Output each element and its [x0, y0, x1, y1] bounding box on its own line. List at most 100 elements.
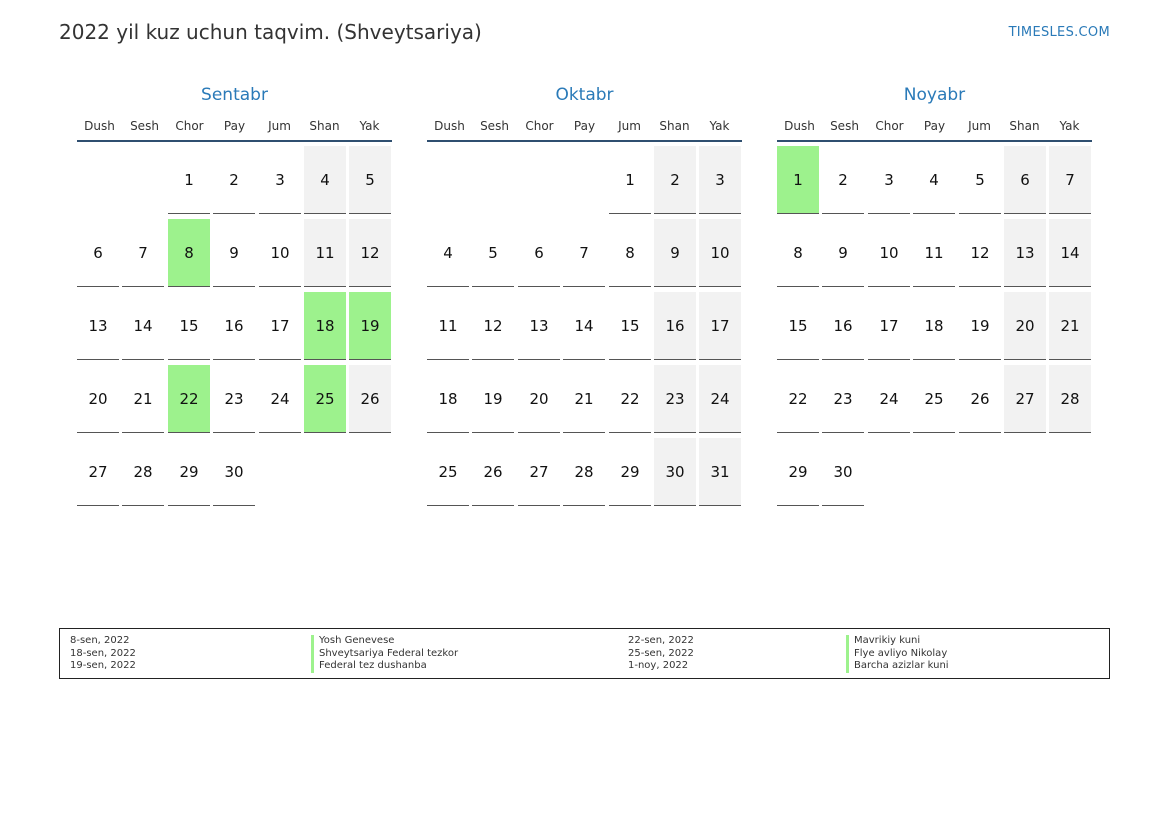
weekday-label: Yak	[359, 119, 380, 133]
legend-holiday-name: Shveytsariya Federal tezkor	[311, 647, 458, 660]
day-cell: 17	[259, 292, 301, 360]
weekday-label: Dush	[784, 119, 815, 133]
day-cell: 7	[1049, 146, 1091, 214]
weekday-label: Sesh	[830, 119, 859, 133]
weekday-label: Yak	[709, 119, 730, 133]
day-cell: 27	[518, 438, 560, 506]
day-cell-holiday: 19	[349, 292, 391, 360]
day-cell: 27	[1004, 365, 1046, 433]
weekday-label: Chor	[875, 119, 904, 133]
weekday-label: Dush	[84, 119, 115, 133]
day-cell: 24	[868, 365, 910, 433]
day-cell: 14	[563, 292, 605, 360]
day-cell-holiday: 8	[168, 219, 210, 287]
day-cell: 4	[427, 219, 469, 287]
day-cell: 3	[868, 146, 910, 214]
weekday-label: Sesh	[130, 119, 159, 133]
legend-date: 18-sen, 2022	[70, 647, 136, 659]
day-cell: 23	[213, 365, 255, 433]
day-cell: 15	[777, 292, 819, 360]
day-cell: 11	[913, 219, 955, 287]
day-cell-holiday: 1	[777, 146, 819, 214]
day-cell: 29	[777, 438, 819, 506]
day-cell: 12	[349, 219, 391, 287]
day-cell: 24	[259, 365, 301, 433]
day-cell: 10	[259, 219, 301, 287]
weekday-header: Dush Sesh Chor Pay Jum Shan Yak	[427, 112, 742, 142]
day-cell: 17	[868, 292, 910, 360]
brand-link[interactable]: TIMESLES.COM	[1008, 25, 1110, 40]
day-cell: 3	[699, 146, 741, 214]
legend-right-dates: 22-sen, 2022 25-sen, 2022 1-noy, 2022	[628, 635, 694, 673]
day-cell: 13	[518, 292, 560, 360]
day-cell: 20	[77, 365, 119, 433]
day-cell: 26	[472, 438, 514, 506]
legend-left-dates: 8-sen, 2022 18-sen, 2022 19-sen, 2022	[70, 635, 136, 673]
legend-holiday-name: Flye avliyo Nikolay	[846, 647, 949, 660]
day-cell-holiday: 18	[304, 292, 346, 360]
day-cell: 10	[868, 219, 910, 287]
weekday-label: Jum	[268, 119, 291, 133]
day-cell: 16	[822, 292, 864, 360]
day-cell: 29	[609, 438, 651, 506]
day-cell: 6	[77, 219, 119, 287]
day-cell: 28	[122, 438, 164, 506]
weekday-header: Dush Sesh Chor Pay Jum Shan Yak	[77, 112, 392, 142]
day-cell: 22	[777, 365, 819, 433]
legend-left-names: Yosh Genevese Shveytsariya Federal tezko…	[311, 635, 458, 673]
day-cell: 30	[213, 438, 255, 506]
day-cell: 16	[213, 292, 255, 360]
day-cell: 30	[822, 438, 864, 506]
day-cell: 12	[959, 219, 1001, 287]
month-title: Noyabr	[903, 85, 966, 105]
weekday-label: Pay	[223, 119, 246, 133]
legend-holiday-name: Yosh Genevese	[311, 635, 458, 648]
weekday-header: Dush Sesh Chor Pay Jum Shan Yak	[777, 112, 1092, 142]
day-cell: 26	[349, 365, 391, 433]
day-cell: 23	[822, 365, 864, 433]
day-cell: 4	[304, 146, 346, 214]
weekday-label: Shan	[1009, 119, 1040, 133]
day-cell: 6	[518, 219, 560, 287]
weekday-label: Jum	[618, 119, 641, 133]
day-cell: 25	[427, 438, 469, 506]
day-cell: 2	[213, 146, 255, 214]
day-cell: 6	[1004, 146, 1046, 214]
legend-date: 25-sen, 2022	[628, 647, 694, 659]
holiday-legend: 8-sen, 2022 18-sen, 2022 19-sen, 2022 Yo…	[59, 628, 1110, 679]
day-cell: 14	[122, 292, 164, 360]
day-cell: 9	[822, 219, 864, 287]
legend-date: 22-sen, 2022	[628, 635, 694, 646]
month-title: Sentabr	[201, 85, 268, 105]
day-cell: 15	[168, 292, 210, 360]
weekday-label: Sesh	[480, 119, 509, 133]
weekday-label: Jum	[968, 119, 991, 133]
legend-holiday-name: Barcha azizlar kuni	[846, 660, 949, 673]
day-cell: 16	[654, 292, 696, 360]
day-cell: 12	[472, 292, 514, 360]
weekday-label: Pay	[923, 119, 946, 133]
day-cell: 17	[699, 292, 741, 360]
day-cell: 30	[654, 438, 696, 506]
legend-date: 19-sen, 2022	[70, 660, 136, 671]
day-cell: 8	[609, 219, 651, 287]
day-cell: 20	[1004, 292, 1046, 360]
day-cell: 19	[472, 365, 514, 433]
legend-holiday-name: Federal tez dushanba	[311, 660, 458, 673]
day-cell: 1	[609, 146, 651, 214]
day-cell: 27	[77, 438, 119, 506]
legend-date: 8-sen, 2022	[70, 635, 130, 646]
day-cell: 19	[959, 292, 1001, 360]
day-cell: 22	[609, 365, 651, 433]
day-cell: 9	[213, 219, 255, 287]
day-cell: 7	[122, 219, 164, 287]
day-cell-holiday: 22	[168, 365, 210, 433]
day-cell: 9	[654, 219, 696, 287]
day-cell: 5	[349, 146, 391, 214]
day-cell: 5	[472, 219, 514, 287]
weekday-label: Shan	[309, 119, 340, 133]
day-cell: 26	[959, 365, 1001, 433]
day-cell-holiday: 25	[304, 365, 346, 433]
day-cell: 29	[168, 438, 210, 506]
day-cell: 7	[563, 219, 605, 287]
